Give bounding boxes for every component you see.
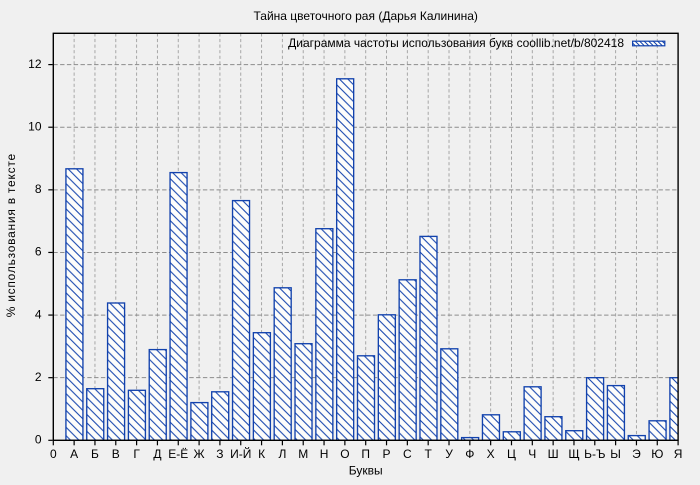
svg-text:4: 4 — [35, 307, 42, 321]
svg-text:Ч: Ч — [528, 447, 536, 461]
svg-text:Д: Д — [153, 447, 161, 461]
svg-text:В: В — [112, 447, 120, 461]
svg-text:Тайна цветочного рая (Дарья Ка: Тайна цветочного рая (Дарья Калинина) — [254, 9, 478, 23]
svg-text:Б: Б — [91, 447, 99, 461]
svg-text:Т: Т — [425, 447, 433, 461]
svg-text:У: У — [445, 447, 453, 461]
svg-text:Ь-Ъ: Ь-Ъ — [584, 447, 605, 461]
svg-text:6: 6 — [35, 245, 42, 259]
svg-text:З: З — [216, 447, 223, 461]
svg-text:Ш: Ш — [548, 447, 559, 461]
svg-text:А: А — [70, 447, 78, 461]
svg-text:Е-Ё: Е-Ё — [168, 447, 188, 461]
svg-text:М: М — [298, 447, 308, 461]
svg-text:Диаграмма частоты использовани: Диаграмма частоты использования букв coo… — [288, 36, 624, 50]
svg-text:П: П — [361, 447, 370, 461]
svg-text:С: С — [403, 447, 412, 461]
svg-text:Ы: Ы — [610, 447, 621, 461]
svg-text:0: 0 — [35, 433, 42, 447]
svg-text:Я: Я — [674, 447, 683, 461]
svg-text:Э: Э — [632, 447, 641, 461]
svg-text:0: 0 — [50, 447, 57, 461]
svg-text:И-Й: И-Й — [230, 446, 251, 461]
svg-text:Буквы: Буквы — [349, 464, 383, 478]
svg-text:Х: Х — [487, 447, 495, 461]
svg-text:Р: Р — [383, 447, 391, 461]
svg-text:Ф: Ф — [465, 447, 474, 461]
svg-text:Щ: Щ — [568, 447, 579, 461]
svg-text:Л: Л — [278, 447, 286, 461]
svg-text:Ю: Ю — [651, 447, 663, 461]
svg-text:Г: Г — [133, 447, 140, 461]
svg-text:О: О — [340, 447, 349, 461]
svg-text:К: К — [258, 447, 265, 461]
svg-text:12: 12 — [28, 57, 42, 71]
svg-text:2: 2 — [35, 370, 42, 384]
svg-text:Н: Н — [320, 447, 329, 461]
svg-text:Ж: Ж — [194, 447, 205, 461]
svg-text:Ц: Ц — [507, 447, 516, 461]
svg-text:8: 8 — [35, 182, 42, 196]
svg-text:10: 10 — [28, 119, 42, 133]
svg-text:% использования в тексте: % использования в тексте — [4, 153, 18, 317]
